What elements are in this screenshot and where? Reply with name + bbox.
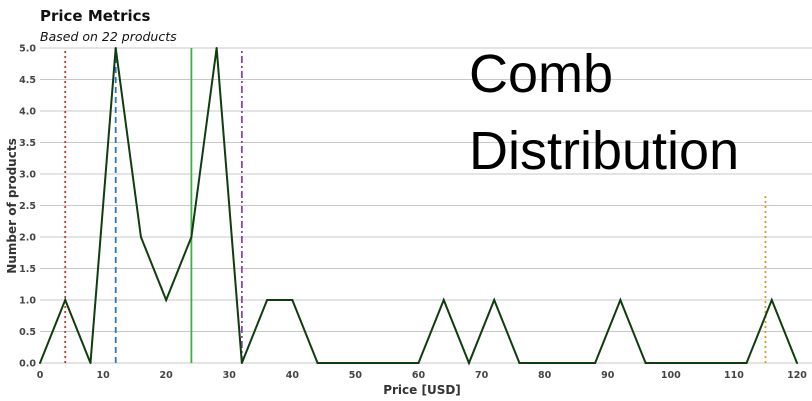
data-point [139,236,142,238]
data-point [695,362,698,364]
x-tick-label: 70 [475,370,489,381]
y-tick-label: 2.5 [19,201,36,212]
x-tick-label: 40 [286,370,300,381]
y-tick-label: 0.0 [19,359,36,370]
x-tick-label: 60 [412,370,426,381]
y-tick-label: 1.5 [19,264,36,275]
data-point [64,299,67,301]
data-point [341,362,344,364]
data-point [392,362,395,364]
x-tick-label: 20 [160,370,174,381]
data-point [417,362,420,364]
y-tick-label: 1.0 [19,296,36,307]
x-tick-label: 120 [787,370,807,381]
data-point [39,362,41,364]
x-tick-label: 30 [223,370,237,381]
y-tick-label: 0.5 [19,327,36,338]
data-point [114,47,117,49]
y-tick-label: 2.0 [19,233,36,244]
y-tick-label: 4.0 [19,107,36,118]
data-point [316,362,319,364]
x-tick-label: 90 [601,370,615,381]
data-point [619,299,622,301]
data-point [89,362,92,364]
gridlines [40,47,812,364]
data-point [467,362,470,364]
y-tick-label: 3.0 [19,170,36,181]
data-points [39,47,798,364]
annotation-line-1: Comb [469,44,613,104]
data-point [745,362,748,364]
data-point [240,362,243,364]
x-tick-label: 10 [96,370,110,381]
x-tick-label: 0 [37,370,44,381]
data-point [568,362,571,364]
data-point [594,362,597,364]
y-tick-label: 5.0 [19,44,36,55]
data-point [190,236,193,238]
x-tick-label: 110 [724,370,744,381]
x-tick-labels: 0 10 20 30 40 50 60 70 80 90 100 110 120 [37,370,808,381]
data-point [669,362,672,364]
y-tick-labels: 0.0 0.5 1.0 1.5 2.0 2.5 3.0 3.5 4.0 4.5 5.0 [19,44,36,370]
annotation-line-2: Distribution [469,121,739,181]
x-axis-label: Price [USD] [383,383,461,397]
y-tick-label: 3.5 [19,138,36,149]
y-axis-label: Number of products [5,138,19,273]
data-point [770,299,773,301]
data-point [796,362,798,364]
reference-lines [64,48,767,363]
data-point [720,362,723,364]
data-point [644,362,647,364]
data-point [266,299,269,301]
data-point [493,299,496,301]
data-point [543,362,546,364]
data-point [291,299,294,301]
chart-title: Price Metrics [40,7,151,25]
data-point [165,299,168,301]
x-tick-label: 80 [538,370,552,381]
data-point [518,362,521,364]
y-tick-label: 4.5 [19,75,36,86]
data-point [215,47,218,49]
x-tick-label: 100 [661,370,681,381]
data-point [442,299,445,301]
x-tick-label: 50 [349,370,363,381]
chart-subtitle: Based on 22 products [40,29,177,44]
data-point [367,362,370,364]
